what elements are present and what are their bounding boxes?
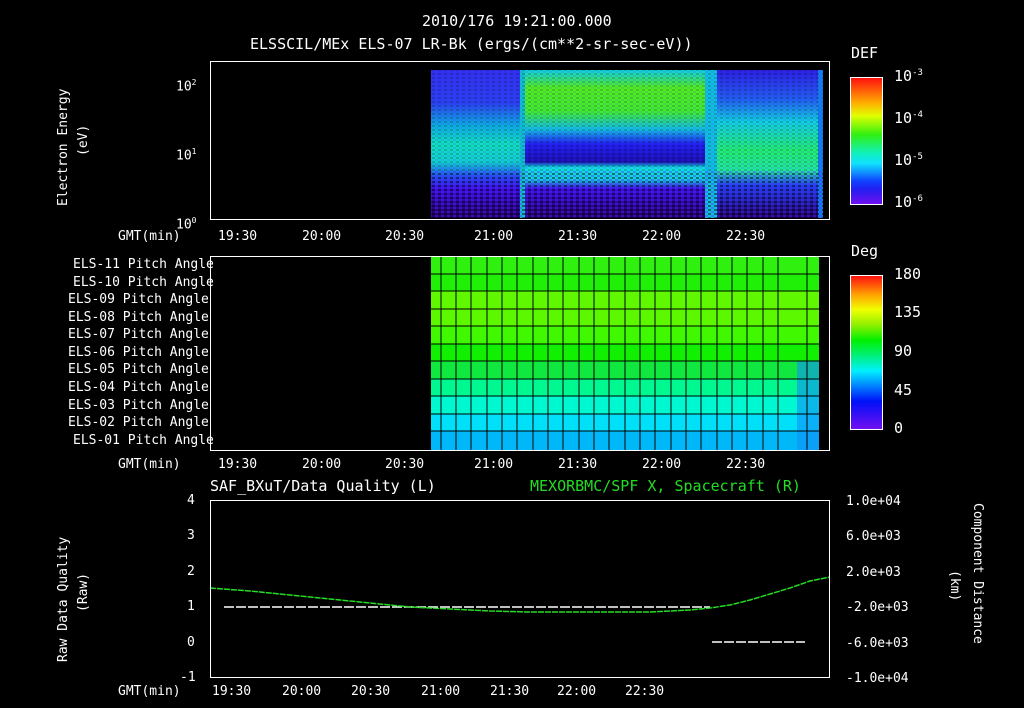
panel3-right-title: MEXORBMC/SPF X, Spacecraft (R) xyxy=(530,477,801,495)
panel3-xtick: 19:30 xyxy=(212,684,252,699)
panel3-xtick: 22:30 xyxy=(625,684,665,699)
panel2-xtick: 22:30 xyxy=(726,457,766,472)
pitch-row-label: ELS-06 Pitch Angle xyxy=(68,345,209,360)
deg-colorbar xyxy=(850,275,883,430)
panel2-xtick: 21:00 xyxy=(474,457,514,472)
panel3-y2label-line1: Component Distance xyxy=(970,503,985,644)
panel3-xaxis-label: GMT(min) xyxy=(118,684,181,699)
panel2-xtick: 20:30 xyxy=(385,457,425,472)
deg-tick-0: 0 xyxy=(894,419,904,437)
def-colorbar-title: DEF xyxy=(851,44,879,62)
pitch-angle-canvas xyxy=(431,256,819,450)
spf-x-line xyxy=(210,576,830,613)
panel3-plot xyxy=(210,500,830,678)
pitch-angle-plot xyxy=(210,256,830,451)
panel3-xtick: 20:30 xyxy=(351,684,391,699)
pitch-row-label: ELS-11 Pitch Angle xyxy=(73,257,214,272)
panel1-ytick-100: 102 xyxy=(176,78,197,95)
spectrogram-frame xyxy=(210,61,830,220)
deg-tick-180: 180 xyxy=(894,265,922,283)
panel1-ytick-10: 101 xyxy=(176,147,197,164)
panel3-ytick: 0 xyxy=(187,635,195,650)
panel3-ylabel-line2: (Raw) xyxy=(76,572,91,612)
panel3-ytick: -1 xyxy=(180,670,196,685)
pitch-angle-frame xyxy=(210,256,830,451)
deg-tick-135: 135 xyxy=(894,303,922,321)
panel1-xtick: 20:30 xyxy=(385,229,425,244)
pitch-row-label: ELS-03 Pitch Angle xyxy=(68,398,209,413)
def-tick-1e-5: 10-5 xyxy=(894,151,923,169)
panel3-ytick: 1 xyxy=(187,599,195,614)
def-colorbar xyxy=(850,77,883,205)
plot-timestamp: 2010/176 19:21:00.000 xyxy=(422,12,612,30)
panel1-xaxis-label: GMT(min) xyxy=(118,229,181,244)
panel1-xtick: 22:00 xyxy=(642,229,682,244)
panel2-xtick: 22:00 xyxy=(642,457,682,472)
panel2-xaxis-label: GMT(min) xyxy=(118,457,181,472)
panel1-xtick: 19:30 xyxy=(218,229,258,244)
pitch-row-label: ELS-10 Pitch Angle xyxy=(73,275,214,290)
deg-tick-90: 90 xyxy=(894,342,913,360)
panel2-xtick: 19:30 xyxy=(218,457,258,472)
pitch-row-label: ELS-08 Pitch Angle xyxy=(68,310,209,325)
spectrogram-plot xyxy=(210,61,830,220)
panel3-ytick: 3 xyxy=(187,528,195,543)
panel3-ytick: 4 xyxy=(187,493,195,508)
panel3-xtick: 21:00 xyxy=(421,684,461,699)
panel3-ylabel-units: (Raw) xyxy=(76,573,91,612)
deg-tick-45: 45 xyxy=(894,381,913,399)
pitch-row-label: ELS-02 Pitch Angle xyxy=(68,415,209,430)
panel3-y2tick: 1.0e+04 xyxy=(846,494,901,509)
def-tick-1e-6: 10-6 xyxy=(894,193,923,211)
panel3-y2label-units: (km) xyxy=(947,570,962,601)
pitch-row-label: ELS-09 Pitch Angle xyxy=(68,292,209,307)
panel3-xtick: 21:30 xyxy=(490,684,530,699)
panel3-ylabel: Raw Data Quality xyxy=(56,537,71,662)
panel3-ytick: 2 xyxy=(187,564,195,579)
panel3-y2label: Component Distance xyxy=(970,503,985,644)
panel1-xtick: 21:00 xyxy=(474,229,514,244)
spectrogram-canvas xyxy=(431,70,823,218)
panel3-y2tick: -6.0e+03 xyxy=(846,636,909,651)
panel3-y2tick: -2.0e+03 xyxy=(846,600,909,615)
panel3-y2tick: 2.0e+03 xyxy=(846,565,901,580)
panel1-xtick: 22:30 xyxy=(726,229,766,244)
pitch-row-label: ELS-07 Pitch Angle xyxy=(68,327,209,342)
pitch-row-label: ELS-01 Pitch Angle xyxy=(73,433,214,448)
panel1-ylabel-units: (eV) xyxy=(76,125,91,156)
panel3-y2label-line2: (km) xyxy=(947,570,962,602)
panel1-ytick-1: 100 xyxy=(176,216,197,233)
panel1-ylabel-line1: Electron Energy xyxy=(56,88,71,206)
panel3-left-title: SAF_BXuT/Data Quality (L) xyxy=(210,477,436,495)
plot-title: ELSSCIL/MEx ELS-07 LR-Bk (ergs/(cm**2-sr… xyxy=(250,35,693,53)
def-tick-1e-3: 10-3 xyxy=(894,67,923,85)
panel2-xtick: 21:30 xyxy=(558,457,598,472)
panel3-xtick: 20:00 xyxy=(282,684,322,699)
def-tick-1e-4: 10-4 xyxy=(894,109,923,127)
panel1-xtick: 21:30 xyxy=(558,229,598,244)
panel1-xtick: 20:00 xyxy=(302,229,342,244)
panel3-canvas xyxy=(210,576,830,643)
panel3-ylabel-line1: Raw Data Quality xyxy=(56,536,71,662)
deg-colorbar-title: Deg xyxy=(851,242,879,260)
panel3-xtick: 22:00 xyxy=(557,684,597,699)
panel2-xtick: 20:00 xyxy=(302,457,342,472)
pitch-row-label: ELS-04 Pitch Angle xyxy=(68,380,209,395)
panel3-y2tick: -1.0e+04 xyxy=(846,671,909,686)
panel1-ylabel: Electron Energy xyxy=(56,89,71,206)
panel3-y2tick: 6.0e+03 xyxy=(846,529,901,544)
pitch-row-label: ELS-05 Pitch Angle xyxy=(68,362,209,377)
panel3-frame xyxy=(210,500,830,678)
panel1-ylabel-line2: (eV) xyxy=(76,124,91,156)
